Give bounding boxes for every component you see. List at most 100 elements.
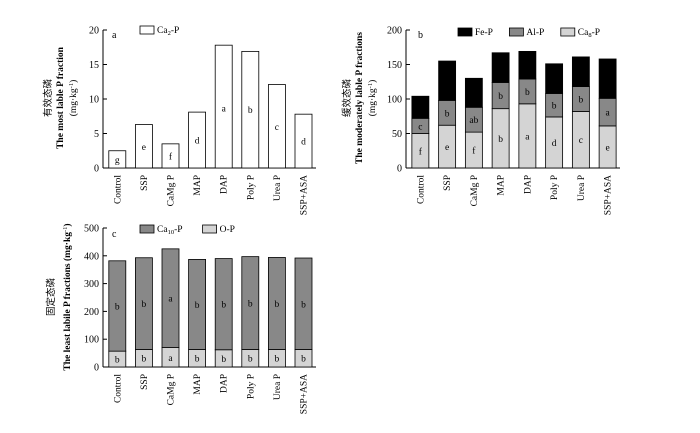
bar-Ca2-P <box>294 113 313 169</box>
legend-swatch <box>139 25 155 35</box>
y-tick-label: 0 <box>94 363 99 374</box>
significance-label: c <box>418 122 422 132</box>
legend-swatch <box>457 27 473 37</box>
panel-letter: a <box>112 30 117 41</box>
y-tick-label: 5 <box>94 129 99 140</box>
legend-label: Ca2-P <box>157 26 179 37</box>
x-tick-label: SSP+ASA <box>300 175 310 215</box>
bar-Ca2-P <box>241 50 260 169</box>
significance-label: c <box>418 104 422 114</box>
significance-label: b <box>221 355 226 365</box>
significance-label: b <box>248 355 253 365</box>
significance-label: b <box>579 68 584 78</box>
significance-label: b <box>498 64 503 74</box>
bar-Fe-P <box>411 95 430 119</box>
y-axis-title-en: The most lable P fraction <box>56 46 66 149</box>
y-tick-label: 10 <box>89 95 99 106</box>
significance-label: b <box>195 301 200 311</box>
significance-label: b <box>525 62 530 72</box>
significance-label: d <box>195 137 200 147</box>
x-tick-label: SSP+ASA <box>300 374 310 414</box>
x-tick-label: Control <box>113 374 123 403</box>
significance-label: b <box>221 301 226 311</box>
significance-label: b <box>301 355 306 365</box>
legend-label: Ca10-P <box>157 225 183 236</box>
y-tick-label: 100 <box>387 95 402 106</box>
bar-Ca2-P <box>161 143 180 169</box>
significance-label: b <box>498 135 503 145</box>
y-axis-unit: (mg·kg-1) <box>367 80 378 117</box>
x-tick-label: Control <box>416 175 426 204</box>
legend-swatch <box>202 224 218 234</box>
y-axis-title-cn: 有效态磷 <box>42 79 54 118</box>
significance-label: b <box>195 355 200 365</box>
significance-label: f <box>472 146 476 157</box>
significance-label: b <box>248 300 253 310</box>
x-tick-label: CaMg P <box>167 374 177 405</box>
y-tick-label: 100 <box>84 335 99 346</box>
significance-label: a <box>168 354 173 364</box>
x-tick-label: DAP <box>220 374 230 393</box>
y-tick-label: 150 <box>387 60 402 71</box>
y-tick-label: 400 <box>84 251 99 262</box>
y-axis-unit: (mg·kg-1) <box>68 80 79 117</box>
significance-label: a <box>445 77 450 87</box>
bar-Fe-P <box>438 60 457 101</box>
significance-label: a <box>222 105 227 115</box>
significance-label: b <box>275 355 280 365</box>
significance-label: b <box>445 109 450 119</box>
bar-Ca2-P <box>214 44 233 169</box>
significance-label: b <box>115 302 120 312</box>
legend-label: Fe-P <box>475 28 493 38</box>
y-tick-label: 20 <box>89 26 99 37</box>
significance-label: a <box>525 132 530 142</box>
significance-label: ab <box>469 116 478 126</box>
x-tick-label: Urea P <box>577 175 587 201</box>
x-tick-label: SSP <box>140 175 150 191</box>
x-tick-label: SSP <box>443 175 453 191</box>
x-tick-label: CaMg P <box>470 175 480 206</box>
y-tick-label: 15 <box>89 60 99 71</box>
bar-Ca2-P <box>267 84 286 169</box>
significance-label: f <box>419 146 423 157</box>
x-tick-label: Urea P <box>273 175 283 201</box>
panel-letter: c <box>112 229 117 240</box>
significance-label: a <box>606 109 611 119</box>
x-tick-label: DAP <box>523 175 533 194</box>
significance-label: b <box>525 88 530 98</box>
y-tick-label: 0 <box>94 164 99 175</box>
significance-label: f <box>169 151 173 162</box>
legend-swatch <box>508 27 524 37</box>
significance-label: d <box>301 138 306 148</box>
significance-label: b <box>579 96 584 106</box>
bar-Fe-P <box>598 58 617 99</box>
y-tick-label: 200 <box>84 307 99 318</box>
bar-Ca10-P <box>294 257 313 350</box>
x-tick-label: CaMg P <box>167 175 177 206</box>
significance-label: b <box>275 300 280 310</box>
bar-Fe-P <box>464 77 483 108</box>
y-axis-title-cn: 缓效态磷 <box>341 79 353 118</box>
chart-panel-c: 0 100 200 300 400 500 b b Control b b SSP a a CaMg P b b… <box>45 223 316 414</box>
x-tick-label: SSP+ASA <box>604 175 614 215</box>
significance-label: a <box>168 295 173 305</box>
significance-label: e <box>445 143 449 153</box>
significance-label: a <box>606 75 611 85</box>
significance-label: e <box>142 143 146 153</box>
y-tick-label: 50 <box>392 129 402 140</box>
x-tick-label: Poly P <box>246 374 256 399</box>
legend-label: Ca8-P <box>578 28 600 39</box>
significance-label: d <box>552 139 557 149</box>
significance-label: b <box>248 106 253 116</box>
x-tick-label: DAP <box>220 175 230 194</box>
bar-Fe-P <box>491 52 510 83</box>
significance-label: b <box>472 89 477 99</box>
bar-Ca10-P <box>161 248 180 348</box>
x-tick-label: SSP <box>140 374 150 390</box>
significance-label: b <box>552 102 557 112</box>
significance-label: b <box>301 300 306 310</box>
significance-label: b <box>552 75 557 85</box>
legend-swatch <box>139 224 155 234</box>
